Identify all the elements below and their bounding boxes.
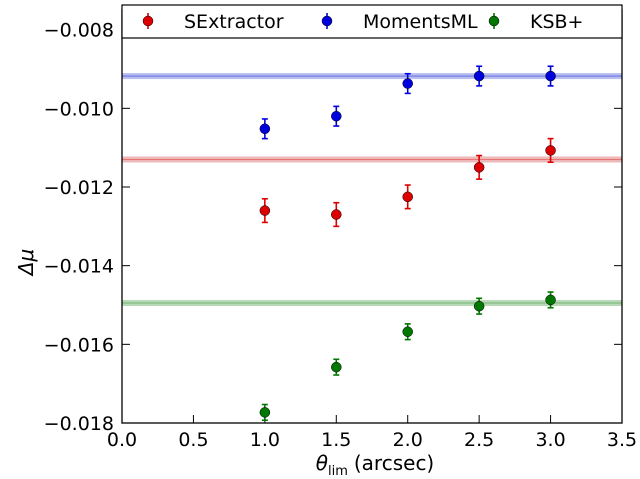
legend-label: MomentsML <box>363 11 478 33</box>
data-points <box>259 65 556 422</box>
legend-marker <box>142 15 154 27</box>
data-point <box>402 326 413 337</box>
x-tick-label: 2.5 <box>464 429 494 451</box>
x-axis-symbol: θ <box>316 451 328 475</box>
x-tick-label: 1.0 <box>250 429 280 451</box>
data-point <box>545 294 556 306</box>
x-tick-label: 3.5 <box>607 429 637 451</box>
data-point <box>473 70 485 82</box>
data-point <box>259 123 271 135</box>
data-point <box>402 191 413 203</box>
plot-frame <box>121 9 623 424</box>
x-axis-label: θlim (arcsec) <box>316 451 435 479</box>
x-tick-label: 0.5 <box>178 429 208 451</box>
y-tick-label: −0.014 <box>44 256 114 278</box>
data-point <box>259 407 271 418</box>
legend-marker <box>321 15 333 27</box>
x-axis-unit: (arcsec) <box>354 451 434 475</box>
data-point <box>545 70 556 82</box>
data-point <box>473 300 485 312</box>
data-point <box>331 110 342 122</box>
data-point <box>545 145 556 156</box>
y-axis-label: Δμ <box>14 249 38 277</box>
y-tick-label: −0.012 <box>44 177 114 199</box>
reference-bands <box>122 73 622 307</box>
y-tick-label: −0.018 <box>44 413 114 435</box>
y-tick-label: −0.010 <box>44 98 114 120</box>
legend-label: SExtractor <box>184 11 284 33</box>
x-tick-label: 0.0 <box>107 429 137 451</box>
y-tick-label: −0.008 <box>44 20 114 42</box>
data-point <box>473 162 485 173</box>
x-axis-subscript: lim <box>328 464 348 479</box>
data-point <box>331 209 342 220</box>
data-point <box>402 78 413 89</box>
legend-marker <box>488 15 500 27</box>
legend: SExtractor MomentsML KSB+ <box>121 4 623 39</box>
data-point <box>259 205 271 216</box>
legend-box <box>121 4 623 39</box>
x-tick-label: 1.5 <box>321 429 351 451</box>
x-tick-label: 3.0 <box>535 429 565 451</box>
x-tick-label: 2.0 <box>393 429 423 451</box>
legend-label: KSB+ <box>530 11 583 33</box>
axis-ticks: 0.0 0.5 1.0 1.5 2.0 2.5 3.0 3.5 −0.018 −0.016 −0.0… <box>44 10 637 451</box>
y-tick-label: −0.016 <box>44 334 114 356</box>
data-point <box>331 361 342 373</box>
